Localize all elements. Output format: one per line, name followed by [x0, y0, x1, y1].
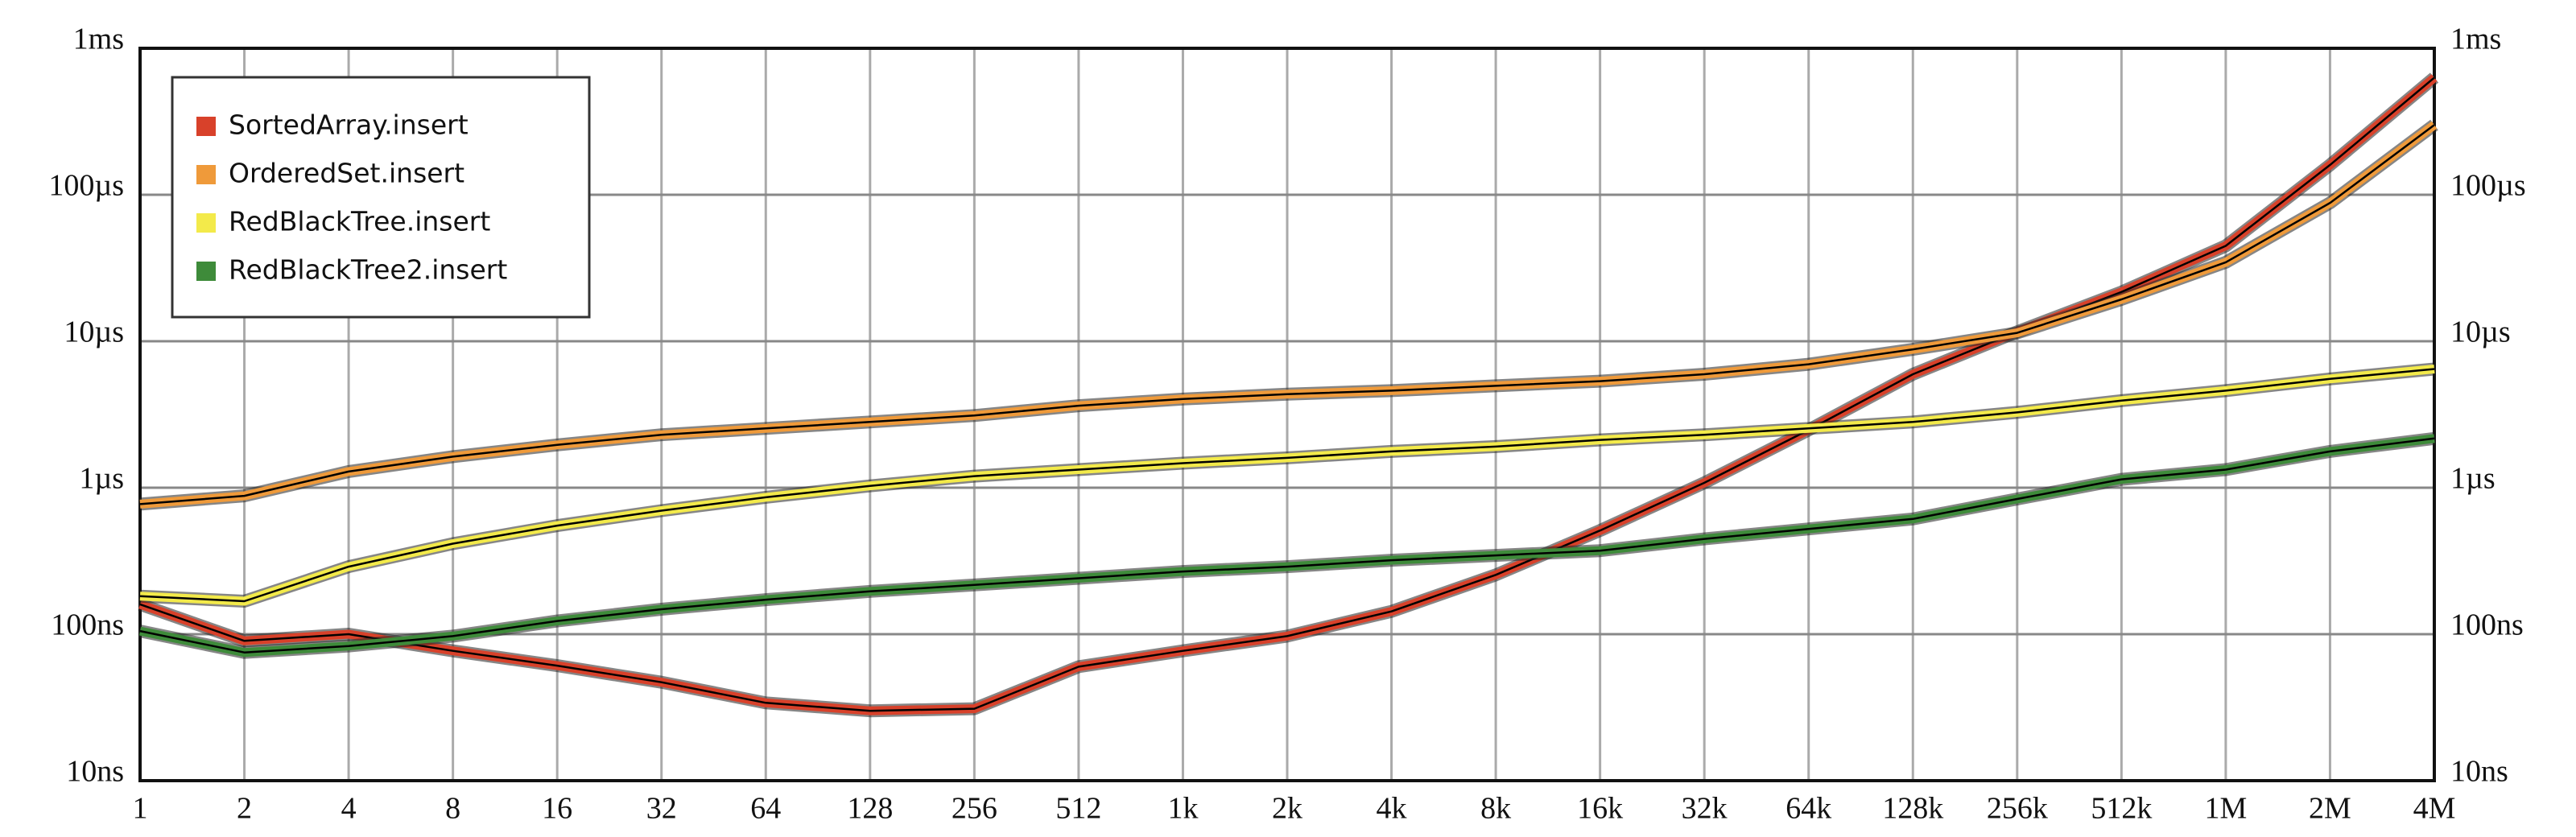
x-tick-label: 2k	[1272, 792, 1302, 826]
x-tick-label: 2	[237, 792, 252, 826]
x-tick-label: 8	[445, 792, 460, 826]
x-tick-label: 64k	[1785, 792, 1831, 826]
legend-label: SortedArray.insert	[229, 109, 469, 141]
x-tick-label: 1k	[1167, 792, 1198, 826]
x-tick-label: 32	[646, 792, 677, 826]
x-tick-label: 256k	[1987, 792, 2048, 826]
legend-box	[171, 76, 591, 319]
legend-marker	[196, 213, 216, 233]
x-tick-label: 1M	[2205, 792, 2248, 826]
x-tick-label: 16	[542, 792, 572, 826]
legend-label: OrderedSet.insert	[229, 158, 464, 189]
x-tick-label: 32k	[1682, 792, 1728, 826]
line	[139, 368, 2435, 603]
legend-label: RedBlackTree.insert	[229, 206, 490, 237]
series	[139, 362, 2435, 608]
y-tick-label: 100ns	[51, 608, 124, 642]
plot-frame	[138, 47, 2436, 782]
x-tick-label: 128k	[1882, 792, 1943, 826]
y-tick-label: 100µs	[48, 169, 124, 203]
y-tick-label: 10µs	[64, 315, 124, 349]
legend-marker	[196, 117, 216, 136]
line	[139, 124, 2435, 505]
x-tick-label: 512k	[2091, 792, 2152, 826]
legend-marker	[196, 165, 216, 184]
y-tick-label-right: 100ns	[2450, 608, 2524, 642]
x-tick-label: 4M	[2413, 792, 2456, 826]
y-tick-label-right: 1µs	[2450, 462, 2496, 496]
series	[138, 431, 2435, 659]
x-tick-label: 4k	[1377, 792, 1407, 826]
x-tick-label: 512	[1055, 792, 1101, 826]
series	[139, 119, 2438, 511]
y-tick-label-right: 100µs	[2450, 169, 2526, 203]
y-tick-label: 1µs	[79, 462, 124, 496]
x-tick-label: 2M	[2309, 792, 2351, 826]
y-tick-label-right: 10ns	[2450, 755, 2508, 789]
y-tick-label: 1ms	[73, 23, 124, 56]
line	[139, 437, 2435, 654]
y-tick-label: 10ns	[66, 755, 124, 789]
x-tick-label: 128	[847, 792, 893, 826]
x-tick-label: 64	[750, 792, 781, 826]
x-tick-label: 16k	[1577, 792, 1623, 826]
x-tick-label: 256	[952, 792, 997, 826]
x-tick-label: 4	[341, 792, 357, 826]
legend-marker	[196, 262, 216, 281]
legend-label: RedBlackTree2.insert	[229, 254, 507, 286]
x-tick-label: 8k	[1480, 792, 1511, 826]
y-tick-label-right: 10µs	[2450, 315, 2511, 349]
x-tick-label: 1	[133, 792, 148, 826]
y-tick-label-right: 1ms	[2450, 23, 2501, 56]
